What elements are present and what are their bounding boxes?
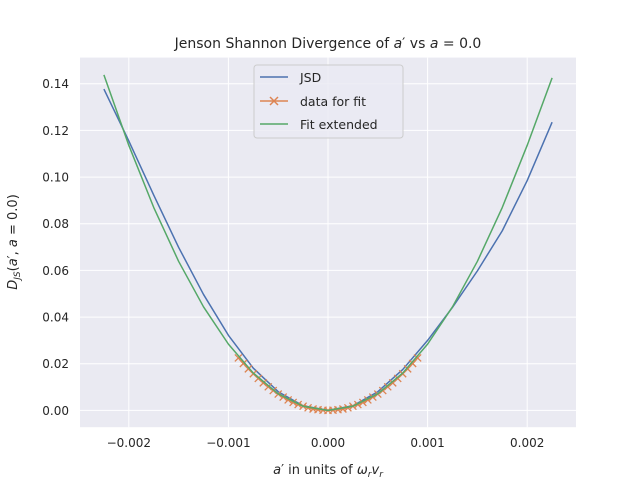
y-tick-label: 0.14 <box>42 77 69 91</box>
y-tick-label: 0.12 <box>42 124 69 138</box>
data-point-marker <box>413 353 422 362</box>
x-tick-label: 0.002 <box>510 436 544 450</box>
chart-title: Jenson Shannon Divergence of a′ vs a = 0… <box>174 36 482 52</box>
y-axis-label: DJS(a′, a = 0.0) <box>6 194 23 290</box>
legend-item-data-for-fit: data for fit <box>260 94 366 109</box>
x-tick-label: 0.000 <box>311 436 345 450</box>
legend-item-fit-extended: Fit extended <box>260 117 378 132</box>
legend-box <box>253 64 404 139</box>
legend-marker-x <box>269 96 279 106</box>
legend: JSD data for fit Fit extended <box>253 64 404 139</box>
x-tick-label: 0.001 <box>410 436 444 450</box>
y-tick-label: 0.10 <box>42 171 69 185</box>
legend-label-fit-extended: Fit extended <box>300 117 378 132</box>
x-axis-label: a′ in units of ωrvr <box>273 463 384 480</box>
x-tick-label: −0.001 <box>206 436 250 450</box>
legend-item-jsd: JSD <box>260 70 321 85</box>
data-point-marker <box>343 403 352 412</box>
y-tick-label: 0.08 <box>42 217 69 231</box>
x-tick-label: −0.002 <box>107 436 151 450</box>
y-tick-label: 0.02 <box>42 357 69 371</box>
x-ticks: −0.002 −0.001 0.000 0.001 0.002 <box>107 436 545 450</box>
legend-label-jsd: JSD <box>299 70 321 85</box>
series-layer <box>103 74 553 415</box>
series-line-fit-extended <box>103 74 553 412</box>
data-point-marker <box>259 378 268 387</box>
y-tick-label: 0.06 <box>42 264 69 278</box>
legend-label-data-for-fit: data for fit <box>300 94 366 109</box>
y-ticks: 0.00 0.02 0.04 0.06 0.08 0.10 0.12 0.14 <box>42 77 69 418</box>
y-tick-label: 0.00 <box>42 404 69 418</box>
y-tick-label: 0.04 <box>42 311 69 325</box>
